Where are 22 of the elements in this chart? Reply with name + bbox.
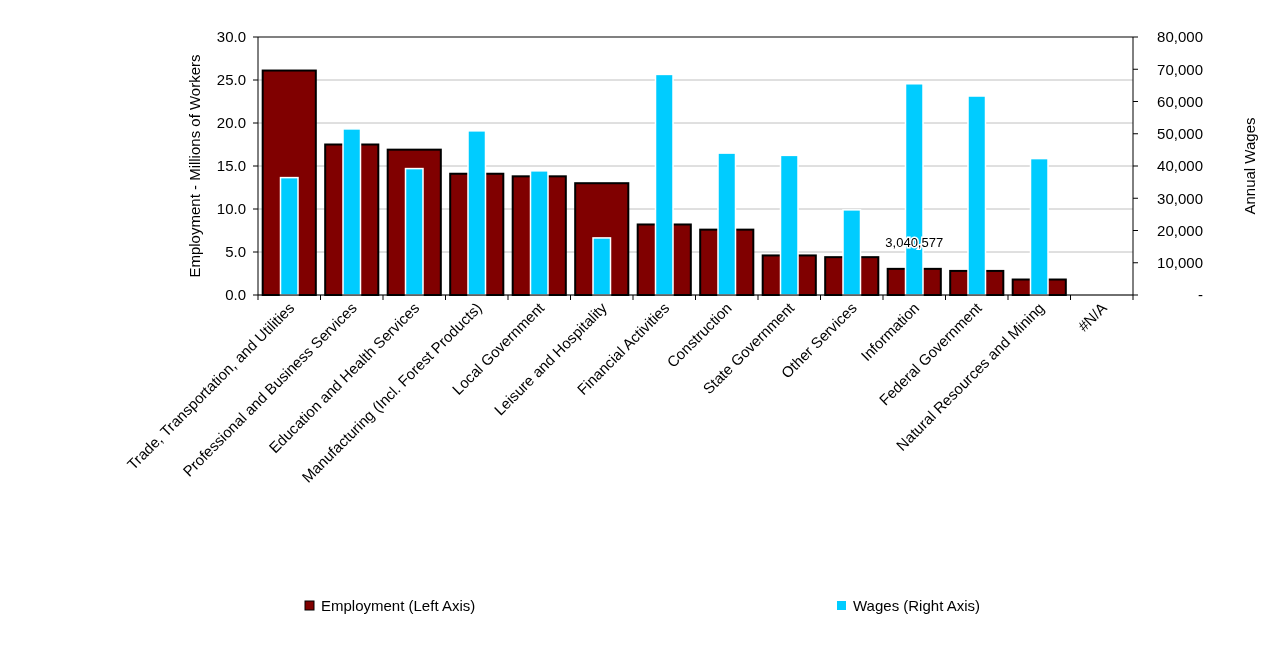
- legend-label: Employment (Left Axis): [321, 597, 476, 615]
- y2-tick-label: 60,000: [1157, 92, 1203, 110]
- bar: [592, 237, 612, 296]
- y2-tick-label: 10,000: [1157, 254, 1203, 271]
- y2-axis-title: Annual Wages: [1241, 117, 1258, 215]
- legend-label: Wages (Right Axis): [853, 597, 980, 615]
- y-axis-title: Employment - Millions of Workers: [186, 54, 203, 278]
- bar: [279, 176, 299, 296]
- y2-tick-label: 40,000: [1157, 157, 1203, 175]
- y-tick-label: 15.0: [216, 157, 246, 175]
- y-tick-label: 25.0: [216, 71, 246, 89]
- y2-tick-label: 20,000: [1157, 221, 1203, 239]
- y2-tick-label: 80,000: [1157, 28, 1203, 46]
- y-tick-label: 10.0: [216, 200, 246, 218]
- y-tick-label: 20.0: [216, 114, 246, 132]
- y-tick-label: 5.0: [225, 243, 246, 261]
- y-tick-label: 0.0: [225, 286, 246, 304]
- y-tick-label: 30.0: [216, 28, 246, 46]
- y2-tick-label: 70,000: [1157, 60, 1203, 78]
- y2-tick-label: 30,000: [1157, 189, 1203, 207]
- y2-tick-label: 50,000: [1157, 125, 1203, 142]
- y2-tick-label: -: [1198, 286, 1203, 304]
